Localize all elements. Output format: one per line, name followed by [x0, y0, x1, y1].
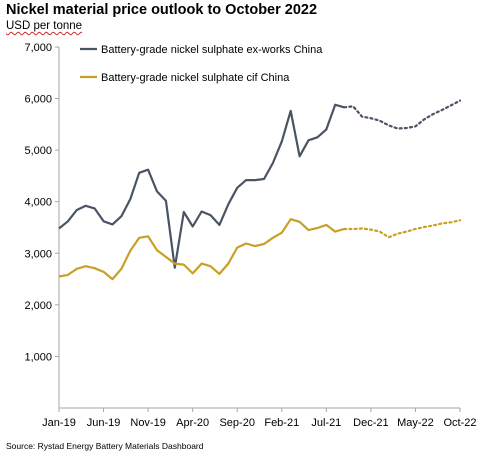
series-2-actual-line: [58, 218, 345, 281]
y-axis-unit-label: USD per tonne: [6, 20, 83, 32]
series-1-forecast-line: [343, 99, 462, 130]
y-tick-label: 1,000: [24, 351, 52, 363]
x-tick-label: Jan-19: [42, 417, 76, 429]
y-tick-label: 6,000: [24, 94, 52, 106]
legend: Battery-grade nickel sulphate ex-works C…: [80, 44, 323, 84]
chart-title: Nickel material price outlook to October…: [6, 2, 318, 18]
x-tick-label: Jun-19: [87, 417, 121, 429]
x-tick-label: Feb-21: [264, 417, 299, 429]
x-axis-ticks: Jan-19 Jun-19 Nov-19 Apr-20 Sep-20 Feb-21 Jul-…: [42, 408, 477, 429]
y-tick-label: 4,000: [24, 197, 52, 209]
x-tick-label: Oct-22: [443, 417, 476, 429]
y-tick-label: 7,000: [24, 42, 52, 54]
y-tick-label: 3,000: [24, 248, 52, 260]
y-tick-label: 2,000: [24, 300, 52, 312]
series-2-forecast-line: [343, 219, 462, 239]
axes: [58, 47, 460, 409]
legend-label-1: Battery-grade nickel sulphate ex-works C…: [101, 44, 323, 56]
x-tick-label: Jul-21: [311, 417, 341, 429]
series-lines: [58, 99, 462, 281]
legend-label-2: Battery-grade nickel sulphate cif China: [101, 72, 290, 84]
y-tick-label: 5,000: [24, 145, 52, 157]
series-1-actual-line: [58, 103, 345, 269]
x-tick-label: Dec-21: [353, 417, 388, 429]
x-tick-label: Sep-20: [219, 417, 254, 429]
y-axis-ticks: 1,000 2,000 3,000 4,000 5,000 6,000 7,000: [24, 42, 59, 363]
x-tick-label: Apr-20: [176, 417, 209, 429]
x-tick-label: May-22: [397, 417, 434, 429]
source-note: Source: Rystad Energy Battery Materials …: [6, 441, 204, 451]
x-tick-label: Nov-19: [130, 417, 165, 429]
